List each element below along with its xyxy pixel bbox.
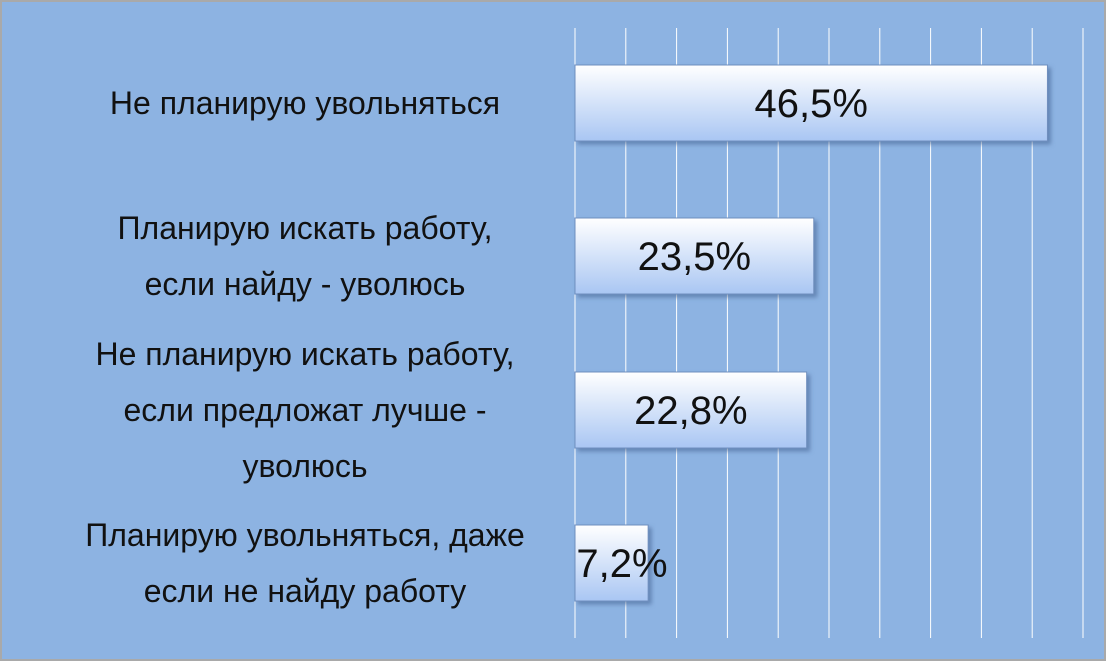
bar	[574, 64, 1048, 142]
category-label: Планирую искать работу, если найду - увол…	[118, 210, 493, 302]
category-labels: Не планирую увольняться Планирую искать р…	[85, 85, 525, 609]
data-label: 23,5%	[638, 235, 751, 279]
data-label: 22,8%	[634, 389, 747, 433]
bar	[574, 371, 808, 449]
data-labels: 46,5% 23,5% 22,8% 7,2%	[576, 82, 868, 586]
category-label-line: если не найду работу	[144, 573, 467, 609]
category-label-line: если найду - уволюсь	[145, 266, 466, 302]
category-label-line: Планирую увольняться, даже	[85, 517, 525, 553]
bars	[574, 64, 1048, 602]
category-label-line: Не планирую искать работу,	[95, 336, 514, 372]
category-label: Не планирую искать работу, если предложат…	[95, 336, 514, 484]
category-label: Не планирую увольняться	[110, 85, 500, 121]
category-label-line: если предложат лучше -	[124, 392, 487, 428]
category-label-line: Планирую искать работу,	[118, 210, 493, 246]
bar	[574, 217, 815, 295]
data-label: 7,2%	[576, 542, 667, 586]
category-label-line: Не планирую увольняться	[110, 85, 500, 121]
data-label: 46,5%	[755, 82, 868, 126]
category-label-line: уволюсь	[242, 448, 367, 484]
bar	[574, 524, 649, 602]
category-label: Планирую увольняться, даже если не найду …	[85, 517, 525, 609]
